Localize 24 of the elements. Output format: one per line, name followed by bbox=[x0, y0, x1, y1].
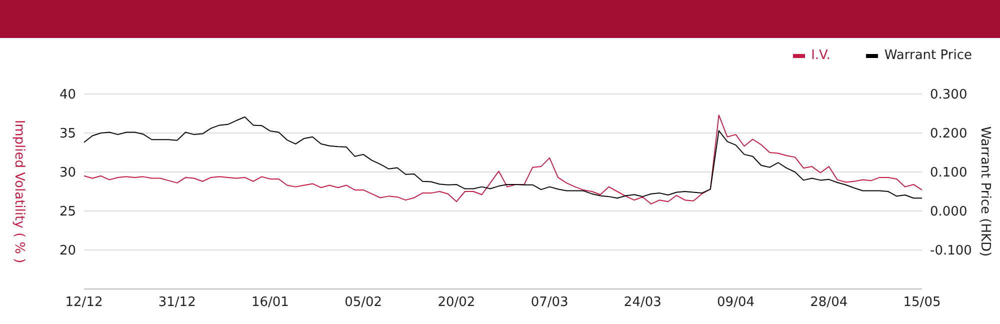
x-tick-label: 15/05 bbox=[903, 295, 941, 310]
y-tick-label: 40 bbox=[59, 88, 76, 103]
legend-label: I.V. bbox=[810, 48, 830, 63]
x-tick-label: 05/02 bbox=[344, 295, 382, 310]
y-tick-label: 20 bbox=[59, 244, 76, 259]
x-tick-label: 12/12 bbox=[65, 295, 103, 310]
x-tick-label: 24/03 bbox=[624, 295, 662, 310]
x-tick-label: 16/01 bbox=[251, 295, 289, 310]
y2-tick-label: 0.300 bbox=[930, 88, 968, 103]
x-tick-label: 07/03 bbox=[530, 295, 568, 310]
y-tick-label: 30 bbox=[59, 166, 76, 181]
y-axis-title: Implied Volatility ( % ) bbox=[11, 120, 26, 264]
legend-label: Warrant Price bbox=[883, 48, 972, 63]
x-tick-label: 31/12 bbox=[158, 295, 196, 310]
x-tick-label: 09/04 bbox=[717, 295, 755, 310]
y2-tick-label: 0.100 bbox=[930, 166, 968, 181]
y-tick-label: 25 bbox=[59, 204, 76, 220]
x-tick-label: 20/02 bbox=[438, 295, 476, 310]
y2-tick-label: 0.000 bbox=[930, 204, 968, 220]
y2-tick-label: 0.200 bbox=[930, 126, 968, 142]
y2-axis-title: Warrant Price (HKD) bbox=[977, 126, 992, 257]
y2-tick-label: -0.100 bbox=[930, 244, 972, 259]
y-tick-label: 35 bbox=[59, 126, 76, 142]
x-tick-label: 28/04 bbox=[810, 295, 848, 310]
